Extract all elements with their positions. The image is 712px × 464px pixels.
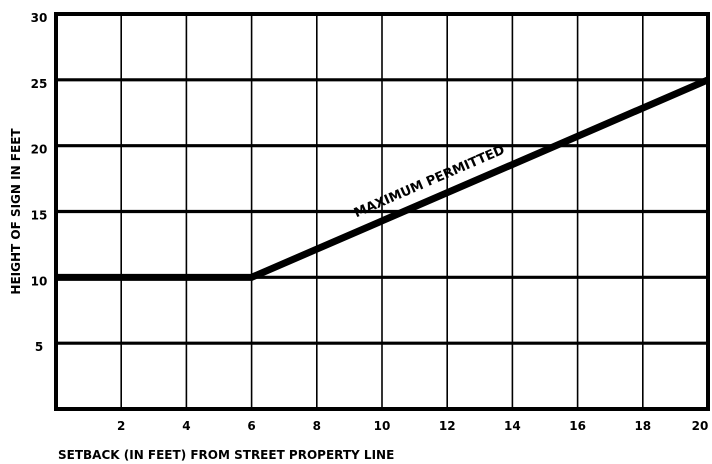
y-tick-label: 15	[31, 209, 48, 223]
x-axis-label: SETBACK (IN FEET) FROM STREET PROPERTY L…	[58, 448, 394, 462]
x-tick-label: 4	[182, 419, 190, 433]
maximum-permitted-line	[56, 76, 710, 281]
x-tick-label: 10	[374, 419, 391, 433]
maximum-permitted-annotation: MAXIMUM PERMITTED	[352, 143, 507, 221]
y-tick-label: 20	[31, 143, 48, 157]
y-tick-label: 10	[31, 274, 48, 288]
x-tick-label: 8	[313, 419, 321, 433]
x-tick-label: 18	[634, 419, 651, 433]
y-tick-label: 25	[31, 77, 48, 91]
x-tick-labels: 2 4 6 8 10 12 14 16 18 20	[117, 419, 708, 433]
x-tick-label: 14	[504, 419, 521, 433]
x-tick-label: 6	[247, 419, 255, 433]
plot-frame	[54, 12, 710, 411]
grid	[56, 14, 708, 409]
x-tick-label: 16	[569, 419, 586, 433]
y-tick-labels: 5 10 15 20 25 30	[31, 11, 48, 354]
y-tick-label: 30	[31, 11, 48, 25]
x-tick-label: 2	[117, 419, 125, 433]
x-tick-label: 12	[439, 419, 456, 433]
y-axis-label: HEIGHT OF SIGN IN FEET	[9, 128, 23, 295]
x-tick-label: 20	[692, 419, 709, 433]
y-tick-label: 5	[35, 340, 43, 354]
